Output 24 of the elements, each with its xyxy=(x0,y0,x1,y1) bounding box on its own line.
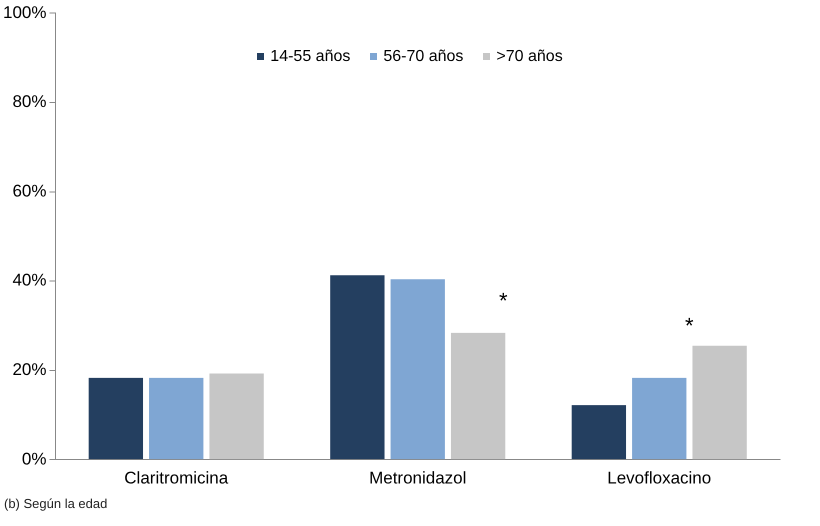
y-tick-label: 60% xyxy=(12,181,46,200)
bar xyxy=(572,405,626,460)
legend-label: 56-70 años xyxy=(382,48,464,66)
bar xyxy=(149,378,204,460)
y-tick-label: 100% xyxy=(2,2,46,22)
bar xyxy=(692,346,747,460)
y-tick-label: 0% xyxy=(22,449,46,468)
bar xyxy=(390,279,445,460)
annotation: * xyxy=(499,288,508,314)
legend-label: >70 años xyxy=(495,48,563,66)
bar xyxy=(330,275,385,460)
bar xyxy=(209,373,264,460)
y-tick-label: 40% xyxy=(12,270,46,290)
legend-label: 14-55 años xyxy=(269,48,350,66)
y-tick-label: 80% xyxy=(12,92,46,112)
bar xyxy=(450,332,506,460)
bar xyxy=(88,378,144,460)
annotation: * xyxy=(685,313,694,339)
x-tick-label: Claritromicina xyxy=(124,468,229,488)
x-tick-label: Metronidazol xyxy=(369,468,466,488)
x-tick-label: Levofloxacino xyxy=(607,468,712,488)
bar xyxy=(632,378,686,460)
y-tick-label: 20% xyxy=(12,360,46,380)
text: (b) Según la edad xyxy=(4,496,108,511)
